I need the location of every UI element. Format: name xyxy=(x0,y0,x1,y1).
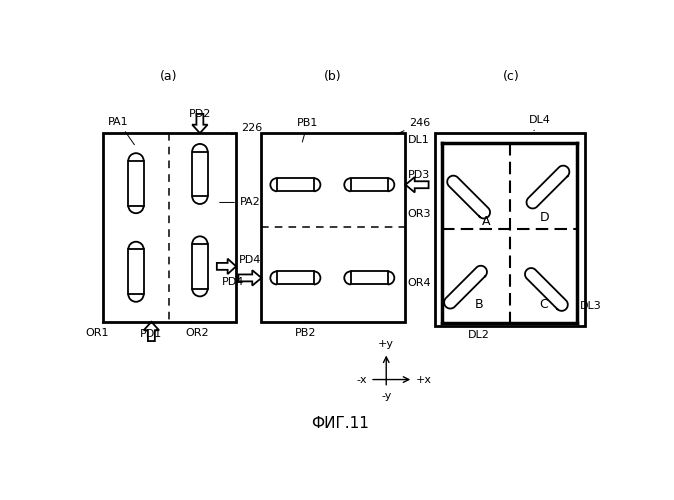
Text: C: C xyxy=(540,298,549,312)
Bar xyxy=(277,272,314,284)
Text: PB2: PB2 xyxy=(295,322,316,338)
Text: B: B xyxy=(474,298,483,312)
Bar xyxy=(192,152,208,196)
Bar xyxy=(435,133,585,326)
Bar xyxy=(128,250,144,294)
Text: PA1: PA1 xyxy=(108,116,134,144)
Text: 246: 246 xyxy=(396,118,431,134)
Bar xyxy=(103,133,236,322)
Text: (a): (a) xyxy=(160,70,178,84)
Text: -x: -x xyxy=(357,374,367,384)
Text: A: A xyxy=(482,215,491,228)
Text: DL2: DL2 xyxy=(468,324,489,340)
Text: +y: +y xyxy=(378,339,394,349)
Text: PD1: PD1 xyxy=(140,329,162,339)
Text: PD4: PD4 xyxy=(222,277,244,287)
Text: DL4: DL4 xyxy=(529,115,551,131)
Text: OR1: OR1 xyxy=(86,322,109,338)
Text: (c): (c) xyxy=(503,70,520,84)
Text: DL1: DL1 xyxy=(408,135,429,145)
Text: PA2: PA2 xyxy=(220,198,261,207)
Text: OR4: OR4 xyxy=(408,278,431,288)
Text: D: D xyxy=(539,212,549,224)
Text: +x: +x xyxy=(417,374,432,384)
Bar xyxy=(192,244,208,288)
Text: (b): (b) xyxy=(324,70,341,84)
Text: PD3: PD3 xyxy=(408,170,430,180)
Text: ФИГ.11: ФИГ.11 xyxy=(311,416,369,431)
Text: OR2: OR2 xyxy=(186,322,210,338)
Text: PD4: PD4 xyxy=(239,255,261,265)
Bar xyxy=(262,133,406,322)
Text: DL3: DL3 xyxy=(577,298,602,312)
Bar xyxy=(128,161,144,206)
Text: -y: -y xyxy=(381,392,392,402)
Text: PB1: PB1 xyxy=(297,118,318,142)
Text: OR3: OR3 xyxy=(408,209,431,219)
Bar xyxy=(277,178,314,192)
Text: PD2: PD2 xyxy=(189,109,211,119)
Bar xyxy=(350,272,388,284)
Text: 226: 226 xyxy=(231,123,263,134)
Bar xyxy=(350,178,388,192)
